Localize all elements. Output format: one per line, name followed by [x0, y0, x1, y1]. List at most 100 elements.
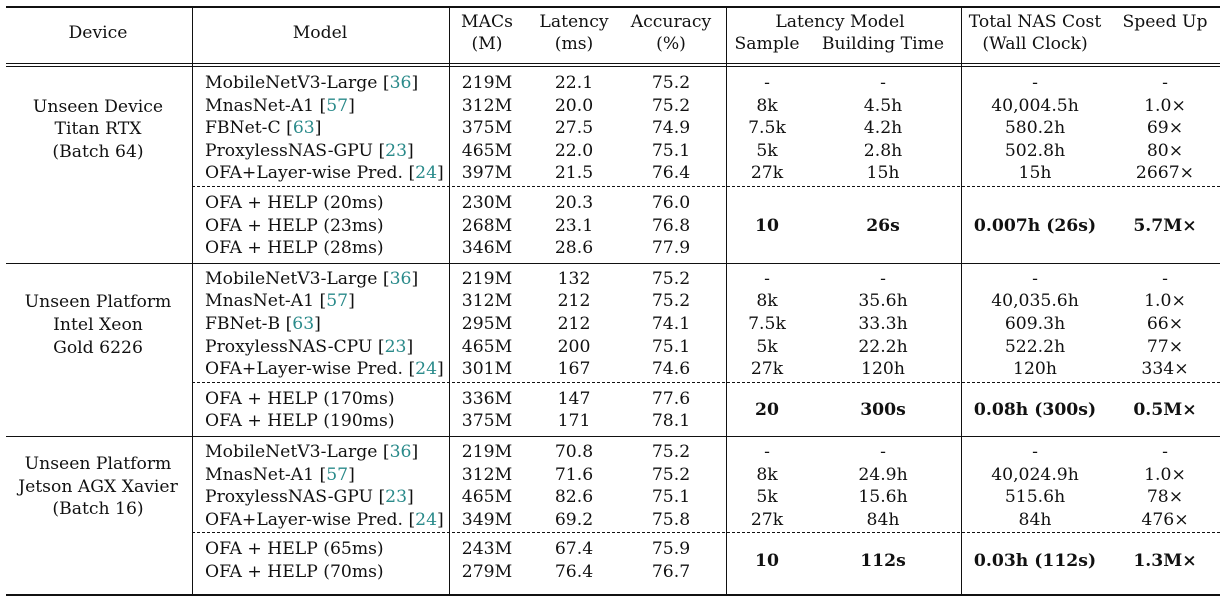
accuracy-value: 74.1	[651, 314, 691, 334]
macs-value: 375M	[461, 411, 513, 432]
accuracy-value: 75.1	[651, 336, 691, 357]
latency-value: 167	[557, 359, 591, 380]
citation-link[interactable]: 36	[389, 73, 412, 93]
nas-cost-value: -	[1032, 442, 1038, 462]
building-time-value: -	[880, 73, 886, 93]
building-time-value: -	[880, 442, 886, 462]
device-label: Unseen Platform	[24, 292, 172, 313]
latency-value: 27.5	[554, 118, 594, 139]
nas-cost-value: 522.2h	[1004, 336, 1066, 357]
device-label: Jetson AGX Xavier	[18, 476, 178, 497]
header-device: Device	[68, 23, 128, 43]
sample-value: 7.5k	[748, 118, 786, 139]
building-time-value: -	[880, 268, 886, 289]
accuracy-value: 76.7	[651, 562, 691, 582]
macs-value: 336M	[461, 388, 513, 409]
macs-value: 295M	[461, 314, 513, 334]
model-name: OFA+Layer-wise Pred. [24]	[205, 163, 444, 184]
building-time-value: 2.8h	[863, 140, 903, 161]
macs-value: 465M	[461, 140, 513, 161]
latency-value: 28.6	[554, 238, 594, 259]
speedup-value: 1.0×	[1144, 291, 1186, 312]
help-nas-cost: 0.08h (300s)	[973, 400, 1097, 421]
help-building-time: 112s	[860, 551, 906, 571]
nas-cost-value: 15h	[1018, 163, 1052, 184]
model-name: OFA+Layer-wise Pred. [24]	[205, 359, 444, 380]
citation-link[interactable]: 24	[415, 359, 438, 380]
building-time-value: 4.5h	[863, 95, 903, 116]
model-name: MobileNetV3-Large [36]	[205, 73, 419, 93]
group-separator-dashed	[192, 381, 1220, 383]
help-model-name: OFA + HELP (65ms)	[205, 539, 384, 560]
citation-link[interactable]: 24	[415, 163, 438, 184]
latency-value: 200	[557, 336, 591, 357]
device-label: Unseen Device	[32, 96, 164, 117]
accuracy-value: 76.0	[651, 193, 691, 213]
citation-link[interactable]: 23	[385, 487, 408, 508]
model-name: MnasNet-A1 [57]	[205, 291, 355, 312]
building-time-value: 84h	[866, 509, 900, 530]
building-time-value: 15h	[866, 163, 900, 184]
device-label: Intel Xeon	[53, 314, 143, 335]
sample-value: 7.5k	[748, 314, 786, 334]
speedup-value: 66×	[1146, 314, 1184, 334]
model-name: ProxylessNAS-CPU [23]	[205, 336, 414, 357]
accuracy-value: 78.1	[651, 411, 691, 432]
citation-link[interactable]: 57	[326, 464, 349, 485]
macs-value: 268M	[461, 215, 513, 236]
model-label: ProxylessNAS-GPU	[205, 140, 373, 161]
model-label: MobileNetV3-Large	[205, 268, 378, 289]
header-macs-1: MACs	[461, 12, 513, 32]
help-model-name: OFA + HELP (170ms)	[205, 388, 395, 409]
help-sample: 10	[755, 551, 779, 571]
model-label: FBNet-C	[205, 118, 281, 139]
building-time-value: 15.6h	[858, 487, 908, 508]
citation-link[interactable]: 57	[326, 95, 349, 116]
citation-link[interactable]: 36	[389, 442, 412, 462]
nas-cost-value: 84h	[1018, 509, 1052, 530]
model-label: MobileNetV3-Large	[205, 73, 378, 93]
header-nas-cost-2: (Wall Clock)	[982, 34, 1088, 54]
macs-value: 375M	[461, 118, 513, 139]
header-latency-2: (ms)	[554, 34, 594, 54]
model-label: MnasNet-A1	[205, 95, 315, 116]
speedup-value: 476×	[1141, 509, 1189, 530]
sample-value: -	[764, 73, 770, 93]
latency-value: 82.6	[554, 487, 594, 508]
building-time-value: 120h	[861, 359, 905, 380]
accuracy-value: 75.1	[651, 487, 691, 508]
help-model-name: OFA + HELP (23ms)	[205, 215, 384, 236]
latency-value: 147	[557, 388, 591, 409]
model-label: FBNet-B	[205, 314, 281, 334]
citation-link[interactable]: 57	[326, 291, 349, 312]
help-building-time: 26s	[866, 215, 900, 236]
accuracy-value: 75.2	[651, 442, 691, 462]
nas-cost-value: 515.6h	[1004, 487, 1066, 508]
macs-value: 219M	[461, 268, 513, 289]
citation-link[interactable]: 23	[385, 140, 408, 161]
sample-value: 8k	[756, 464, 778, 485]
accuracy-value: 77.6	[651, 388, 691, 409]
header-accuracy-1: Accuracy	[630, 12, 712, 32]
citation-link[interactable]: 63	[292, 314, 315, 334]
device-label: (Batch 16)	[52, 499, 144, 520]
latency-value: 171	[557, 411, 591, 432]
citation-link[interactable]: 63	[292, 118, 315, 139]
speedup-value: -	[1162, 268, 1168, 289]
model-label: OFA+Layer-wise Pred.	[205, 359, 403, 380]
nas-cost-value: 40,024.9h	[991, 464, 1079, 485]
latency-value: 23.1	[554, 215, 594, 236]
citation-link[interactable]: 36	[389, 268, 412, 289]
citation-link[interactable]: 24	[415, 509, 438, 530]
sample-value: 5k	[756, 140, 778, 161]
sample-value: 27k	[750, 359, 784, 380]
latency-value: 22.1	[554, 73, 594, 93]
header-speed-up: Speed Up	[1122, 12, 1208, 32]
speedup-value: 78×	[1146, 487, 1184, 508]
nas-cost-value: 580.2h	[1004, 118, 1066, 139]
citation-link[interactable]: 23	[384, 336, 407, 357]
accuracy-value: 75.2	[651, 268, 691, 289]
sample-value: 8k	[756, 95, 778, 116]
help-model-name: OFA + HELP (70ms)	[205, 562, 384, 582]
